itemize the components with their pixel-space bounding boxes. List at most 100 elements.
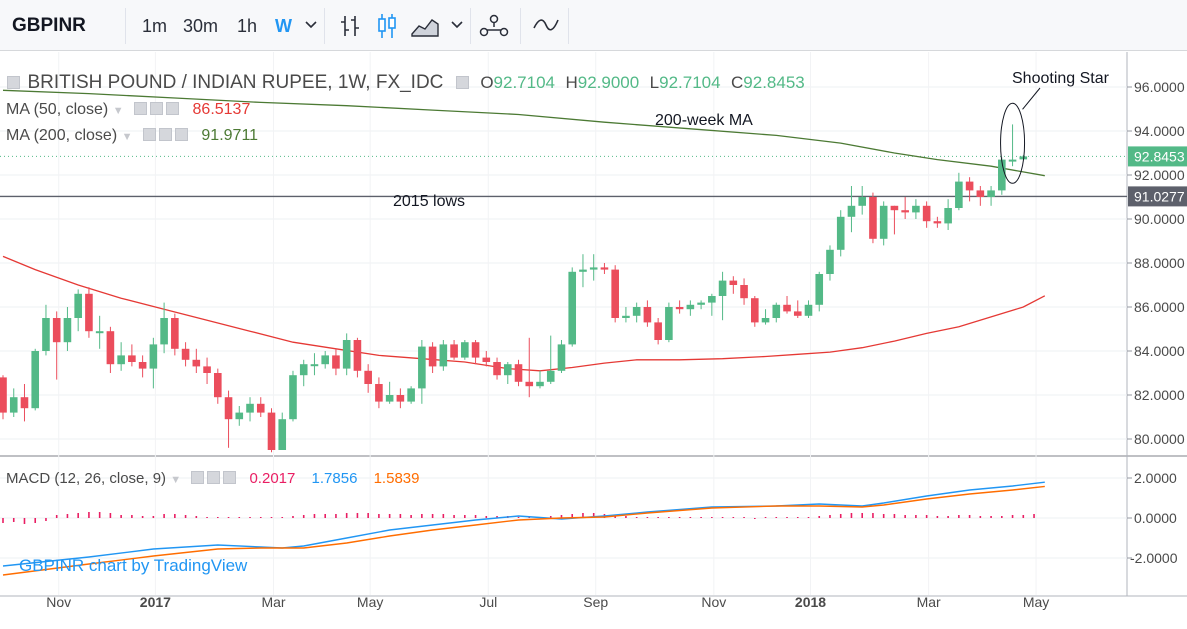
candle-up	[858, 197, 866, 206]
eye-icon[interactable]	[142, 128, 156, 141]
close-icon[interactable]	[223, 471, 237, 484]
candle-up	[95, 331, 104, 334]
candle-down	[740, 285, 748, 299]
candle-down	[181, 348, 190, 360]
ma50-label: MA (50, close)	[6, 101, 109, 118]
candle-down	[52, 318, 61, 343]
eye-icon[interactable]	[134, 102, 148, 115]
price-tick-label: 92.0000	[1134, 167, 1185, 183]
candle-up	[74, 293, 82, 318]
candle-up	[299, 364, 308, 376]
time-tick-label: May	[357, 594, 383, 610]
candle-up	[912, 205, 920, 213]
area-style-icon[interactable]	[410, 14, 440, 38]
candle-down	[751, 298, 759, 323]
ma200-dropdown-icon[interactable]: ▼	[121, 131, 133, 143]
candle-down	[364, 370, 372, 384]
candle-down	[493, 362, 501, 376]
candle-up	[418, 346, 426, 389]
candle-up	[944, 208, 952, 224]
style-dropdown-chevron-icon[interactable]	[450, 20, 464, 30]
annotation-pointer	[1022, 87, 1041, 110]
toolbar-divider	[125, 8, 126, 44]
candle-up	[836, 216, 845, 250]
candle-up	[321, 355, 329, 365]
shooting-star-annotation: Shooting Star	[1012, 70, 1109, 87]
candle-up	[1008, 159, 1017, 162]
open-value: 92.7104	[493, 73, 555, 92]
macd-tick-label: 0.0000	[1134, 510, 1177, 526]
interval-30m-button[interactable]: 30m	[183, 16, 219, 36]
toolbar-divider	[324, 8, 325, 44]
eye-icon[interactable]	[455, 76, 469, 89]
gear-icon[interactable]	[158, 128, 172, 141]
candle-down	[965, 181, 974, 191]
candle-up	[708, 296, 716, 303]
chart-title: BRITISH POUND / INDIAN RUPEE, 1W, FX_IDC	[27, 72, 444, 93]
time-tick-label: Nov	[46, 594, 71, 610]
price-tick-label: 80.0000	[1134, 431, 1185, 447]
ma200-annotation: 200-week MA	[655, 112, 753, 129]
candle-up	[385, 395, 394, 402]
time-tick-label: 2017	[140, 594, 171, 610]
compare-icon[interactable]	[478, 13, 510, 39]
macd-dropdown-icon[interactable]: ▼	[170, 474, 182, 486]
ma50-legend: MA (50, close) ▼ 86.5137	[6, 100, 250, 121]
eye-icon[interactable]	[191, 471, 205, 484]
candle-up	[955, 181, 963, 208]
candle-down	[332, 355, 340, 369]
low-label: L	[649, 73, 660, 92]
candle-up	[589, 267, 598, 270]
ma50-value: 86.5137	[192, 101, 251, 118]
time-tick-label: Nov	[701, 594, 726, 610]
macd-line-value: 1.7856	[311, 470, 358, 487]
candle-up	[407, 388, 415, 402]
candle-style-icon[interactable]	[376, 13, 398, 39]
price-tick-label: 88.0000	[1134, 255, 1185, 271]
price-tick-label: 90.0000	[1134, 211, 1185, 227]
candle-down	[128, 355, 136, 362]
symbol-label: GBPINR	[12, 15, 86, 36]
candle-down	[654, 322, 662, 340]
interval-1m-button[interactable]: 1m	[142, 16, 168, 36]
candle-down	[375, 384, 383, 402]
candle-down	[214, 373, 222, 398]
ma50-dropdown-icon[interactable]: ▼	[112, 105, 124, 117]
interval-dropdown-chevron-icon[interactable]	[304, 20, 318, 30]
time-tick-label: Mar	[917, 594, 941, 610]
gear-icon[interactable]	[150, 102, 164, 115]
symbol-search-box[interactable]: GBPINR	[0, 0, 125, 51]
lows-annotation: 2015 lows	[393, 193, 466, 210]
indicators-icon[interactable]	[532, 16, 560, 34]
ma200-legend: MA (200, close) ▼ 91.9711	[6, 126, 258, 147]
candle-down	[192, 359, 201, 367]
candle-up	[804, 304, 813, 316]
interval-1h-button[interactable]: 1h	[237, 16, 258, 36]
macd-signal-value: 1.5839	[373, 470, 420, 487]
bar-style-icon[interactable]	[339, 14, 361, 38]
gear-icon[interactable]	[207, 471, 221, 484]
macd-line	[2, 481, 1045, 567]
candle-up	[879, 205, 888, 239]
candle-down	[675, 307, 684, 310]
candle-up	[63, 318, 72, 343]
ma50-series-line	[2, 255, 1046, 372]
price-tick-label: 94.0000	[1134, 123, 1185, 139]
macd-signal-line	[2, 485, 1045, 576]
interval-w-button[interactable]: W	[275, 16, 292, 36]
time-tick-label: Sep	[583, 594, 608, 610]
candle-down	[890, 205, 899, 211]
time-tick-label: May	[1023, 594, 1049, 610]
candle-down	[976, 190, 985, 197]
price-tick-label: 84.0000	[1134, 343, 1185, 359]
candle-up	[461, 342, 469, 358]
close-icon[interactable]	[166, 102, 180, 115]
collapse-icon[interactable]	[7, 76, 20, 89]
candle-up	[160, 318, 168, 345]
ma200-value: 91.9711	[201, 127, 259, 144]
price-tick-label: 82.0000	[1134, 387, 1185, 403]
candle-up	[761, 318, 770, 323]
price-chart[interactable]: 96.0000 94.0000 92.0000 90.0000 88.0000 86.00…	[0, 51, 1187, 629]
candle-down	[933, 221, 942, 224]
close-icon[interactable]	[174, 128, 188, 141]
